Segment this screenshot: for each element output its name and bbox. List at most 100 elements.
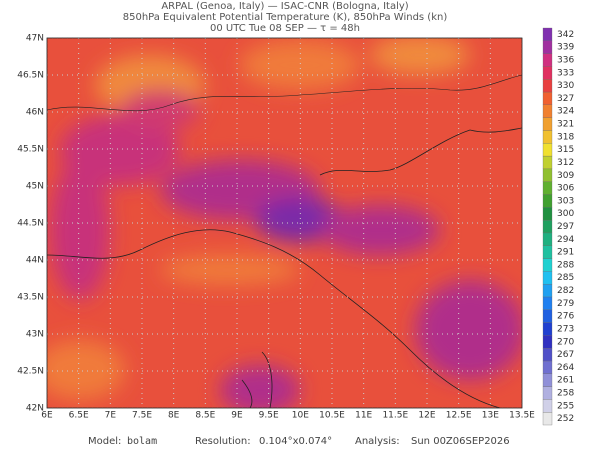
colorbar-label: 324 xyxy=(557,107,574,117)
y-tick-label: 43N xyxy=(26,330,44,340)
x-tick-label: 11E xyxy=(355,411,372,421)
color-swatch xyxy=(542,181,553,195)
x-tick-label: 10.5E xyxy=(319,411,345,421)
colorbar-label: 264 xyxy=(557,363,574,373)
footer-label: Model: xyxy=(88,436,121,447)
x-tick-label: 7.5E xyxy=(132,411,152,421)
footer-value: Sun 00Z06SEP2026 xyxy=(411,436,510,447)
colorbar-label: 252 xyxy=(557,414,574,424)
footer-value: bolam xyxy=(127,436,157,447)
colorbar-label: 318 xyxy=(557,132,574,142)
footer-label: Analysis: xyxy=(355,436,400,447)
colorbar-label: 258 xyxy=(557,388,574,398)
x-tick-label: 7E xyxy=(105,411,117,421)
colorbar-label: 315 xyxy=(557,145,574,155)
colorbar-label: 261 xyxy=(557,376,574,386)
colorbar-label: 321 xyxy=(557,120,574,130)
footer-label: Resolution: xyxy=(195,436,251,447)
color-swatch xyxy=(542,117,553,131)
color-swatch xyxy=(542,27,553,41)
colorbar-label: 291 xyxy=(557,248,574,258)
colorbar-label: 279 xyxy=(557,299,574,309)
color-swatch xyxy=(542,104,553,118)
colorbar-label: 309 xyxy=(557,171,574,181)
color-swatch xyxy=(542,143,553,157)
color-swatch xyxy=(542,399,553,413)
header-line: ARPAL (Genoa, Italy) — ISAC-CNR (Bologna… xyxy=(161,1,408,12)
x-tick-label: 6.5E xyxy=(69,411,89,421)
colorbar-label: 267 xyxy=(557,350,574,360)
y-tick-label: 45N xyxy=(26,182,44,192)
y-tick-label: 47N xyxy=(26,34,44,44)
y-tick-label: 46.5N xyxy=(17,71,44,81)
colorbar-label: 297 xyxy=(557,222,574,232)
header-line: 850hPa Equivalent Potential Temperature … xyxy=(123,12,448,23)
map-frame xyxy=(46,37,523,409)
color-swatch xyxy=(542,207,553,221)
color-swatch xyxy=(542,283,553,298)
x-tick-label: 11.5E xyxy=(382,411,408,421)
colorbar-label: 270 xyxy=(557,337,574,347)
y-tick-label: 42N xyxy=(26,404,44,414)
color-swatch xyxy=(542,66,553,80)
x-tick-label: 9.5E xyxy=(259,411,279,421)
color-swatch xyxy=(542,360,553,374)
colorbar-label: 294 xyxy=(557,235,574,245)
color-swatch xyxy=(542,155,553,170)
x-tick-label: 10E xyxy=(292,411,309,421)
x-tick-label: 12E xyxy=(418,411,435,421)
footer-value: 0.104°x0.074° xyxy=(259,436,332,447)
header-line: 00 UTC Tue 08 SEP — τ = 48h xyxy=(210,23,360,34)
x-tick-label: 9E xyxy=(231,411,243,421)
colorbar-label: 336 xyxy=(557,56,574,66)
colorbar-label: 300 xyxy=(557,209,574,219)
color-swatch xyxy=(542,348,553,362)
color-swatch xyxy=(542,40,553,54)
y-tick-label: 43.5N xyxy=(17,293,44,303)
field xyxy=(47,38,522,408)
colorbar-label: 282 xyxy=(557,286,574,296)
colorbar-label: 327 xyxy=(557,94,574,104)
color-swatch xyxy=(542,258,553,272)
y-tick-label: 44.5N xyxy=(17,219,44,229)
color-swatch xyxy=(542,232,553,246)
colorbar-label: 306 xyxy=(557,184,574,194)
color-swatch xyxy=(542,53,553,67)
colorbar-label: 303 xyxy=(557,196,574,206)
colorbar-label: 342 xyxy=(557,30,574,40)
colorbar-label: 255 xyxy=(557,401,574,411)
colorbar-label: 312 xyxy=(557,158,574,168)
color-swatch xyxy=(542,322,553,336)
y-tick-label: 44N xyxy=(26,256,44,266)
color-swatch xyxy=(542,91,553,105)
y-tick-label: 45.5N xyxy=(17,145,44,155)
color-swatch xyxy=(542,271,553,285)
x-tick-label: 12.5E xyxy=(446,411,472,421)
colorbar-label: 333 xyxy=(557,68,574,78)
color-swatch xyxy=(542,335,553,349)
colorbar-label: 330 xyxy=(557,81,574,91)
x-tick-label: 13.5E xyxy=(509,411,535,421)
x-tick-label: 8E xyxy=(168,411,180,421)
color-swatch xyxy=(542,130,553,144)
colorbar-label: 285 xyxy=(557,273,574,283)
color-swatch xyxy=(542,296,553,310)
colorbar-label: 288 xyxy=(557,260,574,270)
color-swatch xyxy=(542,219,553,234)
y-tick-label: 42.5N xyxy=(17,367,44,377)
x-tick-label: 6E xyxy=(41,411,53,421)
color-swatch xyxy=(542,194,553,208)
color-swatch xyxy=(542,79,553,93)
colorbar: 252 255 258 261 264 267 270 273 276 279 282 285 288 2… xyxy=(542,27,574,426)
color-swatch xyxy=(542,168,553,182)
x-tick-label: 8.5E xyxy=(195,411,215,421)
color-swatch xyxy=(542,412,553,426)
y-tick-label: 46N xyxy=(26,108,44,118)
color-swatch xyxy=(542,386,553,400)
colorbar-label: 339 xyxy=(557,43,574,53)
colorbar-label: 273 xyxy=(557,324,574,334)
colorbar-label: 276 xyxy=(557,312,574,322)
color-swatch xyxy=(542,309,553,323)
